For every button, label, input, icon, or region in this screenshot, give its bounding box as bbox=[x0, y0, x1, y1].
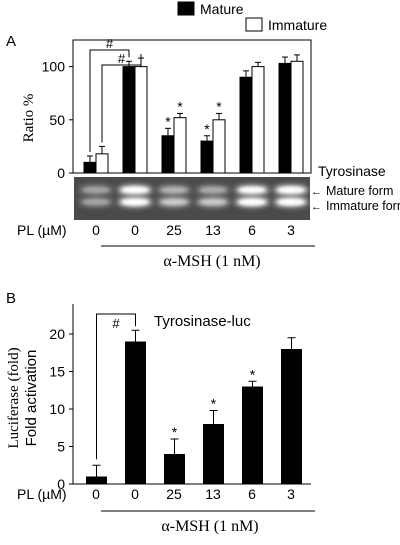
panel-b-bar bbox=[125, 341, 146, 484]
panel-b-pl-value: 25 bbox=[166, 486, 182, 502]
panel-b-bar bbox=[86, 476, 107, 484]
panel-a-bar-immature bbox=[251, 66, 265, 174]
panel-b-pl-value: 13 bbox=[205, 486, 221, 502]
panel-a-ylabel: Ratio % bbox=[21, 94, 37, 143]
panel-a-bar-mature bbox=[122, 66, 136, 174]
panel-b-significance-hash: # bbox=[112, 316, 120, 331]
panel-a-significance-star: * bbox=[216, 98, 222, 114]
panel-b-pl-label: PL (µM) bbox=[17, 486, 67, 502]
panel-a-ytick-label: 50 bbox=[49, 112, 65, 128]
panel-a-bar-mature bbox=[161, 135, 175, 174]
panel-b-ytick-label: 5 bbox=[57, 439, 65, 455]
blot-band-mature bbox=[83, 187, 109, 193]
panel-a-pl-value: 3 bbox=[287, 222, 295, 238]
panel-b-ytick-label: 15 bbox=[49, 364, 65, 380]
blot-band-immature bbox=[239, 199, 265, 205]
panel-b-pl-value: 0 bbox=[131, 486, 139, 502]
panel-b-pl-value: 6 bbox=[248, 486, 256, 502]
panel-b-ylabel-line2: Fold activation bbox=[23, 350, 40, 447]
panel-a-significance-bracket bbox=[89, 49, 130, 152]
blot-bands bbox=[79, 185, 308, 207]
panel-a-group-label: α-MSH (1 nM) bbox=[163, 253, 260, 270]
panel-b-pl-values: 0 0 25 13 6 3 bbox=[92, 486, 295, 502]
panel-a-pl-value: 6 bbox=[248, 222, 256, 238]
panel-a-bar-immature bbox=[173, 117, 187, 174]
panel-a-pl-value: 13 bbox=[205, 222, 221, 238]
blot-band-mature bbox=[161, 187, 187, 193]
blot-band-mature bbox=[200, 187, 226, 193]
blot-arrow-mature: ← bbox=[311, 186, 322, 198]
panel-b-ytick-label: 0 bbox=[57, 476, 65, 492]
blot-title: Tyrosinase bbox=[318, 163, 386, 179]
panel-b-chart: 0 5 10 15 20 * * * # bbox=[49, 304, 311, 492]
panel-a-pl-label: PL (µM) bbox=[17, 222, 67, 238]
blot-label-immature-form: Immature form bbox=[326, 199, 400, 213]
panel-b-ytick-label: 20 bbox=[49, 326, 65, 342]
panel-b-bar bbox=[281, 349, 302, 484]
blot-band-immature bbox=[161, 199, 187, 205]
panel-a-bar-immature bbox=[290, 60, 304, 174]
panel-a-label: A bbox=[6, 33, 16, 50]
blot-band-immature bbox=[278, 199, 304, 205]
panel-a-ytick-label: 0 bbox=[57, 165, 65, 181]
panel-b-significance-bracket bbox=[96, 313, 136, 460]
legend-swatch-mature bbox=[177, 1, 195, 16]
panel-a-significance-bracket bbox=[101, 54, 142, 143]
panel-a-significance-star: * bbox=[177, 98, 183, 114]
panel-b-group-label: α-MSH (1 nM) bbox=[161, 518, 258, 535]
panel-b-ylabel-line1: Luciferase (fold) bbox=[6, 347, 22, 448]
panel-a-bar-mature bbox=[278, 62, 292, 174]
blot-band-immature bbox=[83, 199, 109, 205]
panel-b-bar bbox=[164, 454, 185, 484]
panel-a-significance-star: * bbox=[204, 121, 210, 137]
panel-b-pl-value: 0 bbox=[92, 486, 100, 502]
panel-a-bar-immature bbox=[95, 153, 109, 174]
panel-a-pl-value: 0 bbox=[131, 222, 139, 238]
panel-b-pl-value: 3 bbox=[287, 486, 295, 502]
legend-label-immature: Immature bbox=[268, 17, 327, 33]
panel-a-bar-mature bbox=[200, 140, 214, 174]
panel-a-bar-immature bbox=[212, 119, 226, 174]
blot-band-immature bbox=[200, 199, 226, 205]
panel-a-pl-value: 0 bbox=[92, 222, 100, 238]
panel-a-pl-values: 0 0 25 13 6 3 bbox=[92, 222, 295, 238]
panel-a-chart: 0 50 100 * * * * # # bbox=[42, 36, 312, 181]
legend-swatch-immature bbox=[245, 17, 263, 32]
panel-b-bar bbox=[203, 424, 224, 484]
blot-band-mature bbox=[122, 187, 148, 193]
panel-a-bar-mature bbox=[83, 161, 97, 174]
blot-label-mature-form: Mature form bbox=[326, 184, 393, 198]
blot-band-mature bbox=[239, 187, 265, 193]
panel-a-significance-hash: # bbox=[106, 36, 114, 51]
panel-a-ytick-label: 100 bbox=[42, 59, 66, 75]
panel-a-plot-frame bbox=[72, 39, 312, 174]
panel-b-chart-title: Tyrosinase-luc bbox=[154, 313, 251, 330]
panel-b-label: B bbox=[6, 290, 16, 307]
panel-a-significance-star: * bbox=[165, 113, 171, 129]
western-blot bbox=[74, 177, 310, 220]
panel-b-significance-star: * bbox=[172, 424, 178, 440]
panel-a-bar-immature bbox=[134, 66, 148, 174]
panel-a-significance-hash: # bbox=[118, 51, 126, 66]
panel-b-significance-star: * bbox=[250, 366, 256, 382]
panel-a-bar-mature bbox=[239, 76, 253, 174]
panel-b-ytick-label: 10 bbox=[49, 401, 65, 417]
panel-a-pl-value: 25 bbox=[166, 222, 182, 238]
legend-label-mature: Mature bbox=[200, 1, 244, 17]
panel-b-bar bbox=[242, 386, 263, 484]
blot-band-mature bbox=[278, 187, 304, 193]
panel-b-significance-star: * bbox=[211, 396, 217, 412]
blot-arrow-immature: ← bbox=[311, 201, 322, 213]
blot-band-immature bbox=[122, 199, 148, 205]
